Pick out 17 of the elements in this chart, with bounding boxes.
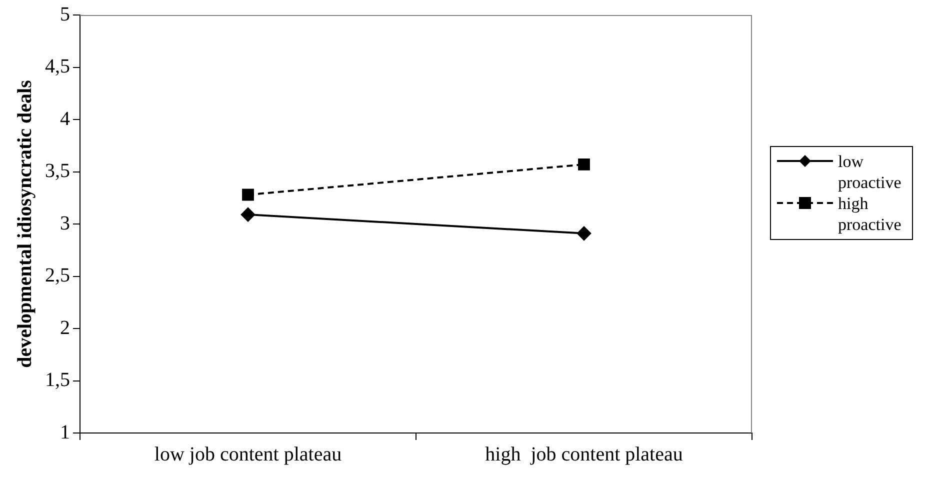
point (578, 158, 590, 170)
y-tick-label: 2 (60, 316, 70, 339)
point (242, 188, 254, 201)
y-tick-label: 3,5 (45, 160, 70, 182)
x-tick-label: low job content plateau (154, 443, 342, 466)
point (241, 208, 255, 222)
y-tick-label: 1 (60, 421, 70, 444)
y-tick-label: 4 (60, 108, 70, 130)
y-tick-label: 2,5 (45, 264, 70, 286)
legend-label: high proactive (838, 193, 902, 235)
point (577, 226, 591, 240)
x-tick-label: high job content plateau (485, 443, 683, 466)
y-tick-label: 3 (60, 212, 70, 234)
y-tick-label: 1,5 (45, 369, 70, 391)
y-tick-label: 4,5 (45, 56, 70, 78)
y-axis-title: developmental idiosyncratic deals (14, 80, 36, 368)
y-tick-label: 5 (60, 3, 70, 26)
